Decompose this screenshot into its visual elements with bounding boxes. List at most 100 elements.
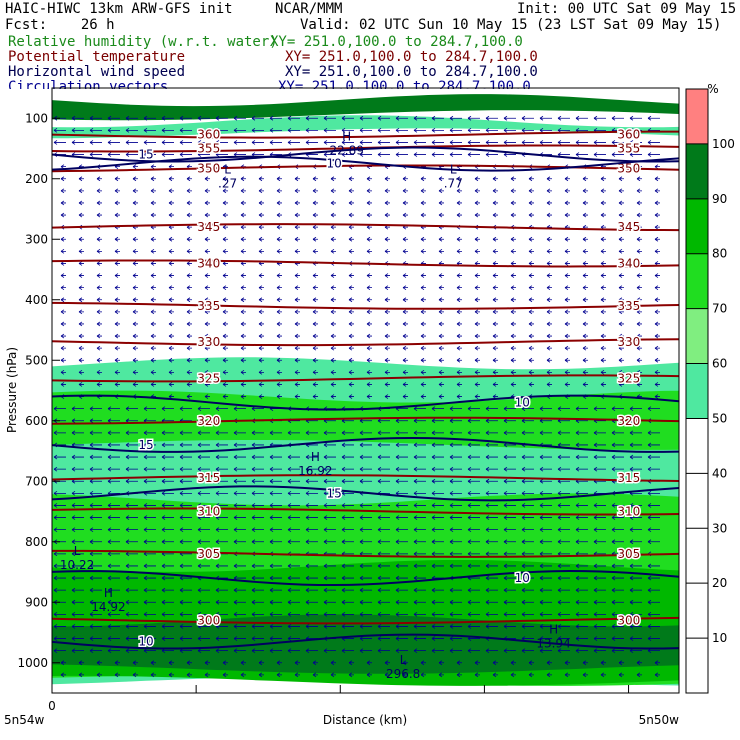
circulation-vector: [215, 454, 228, 460]
circulation-vector: [323, 527, 336, 532]
circulation-vector: [60, 672, 66, 678]
circulation-vector: [269, 454, 282, 460]
circulation-vector: [456, 273, 462, 278]
circulation-vector: [287, 599, 300, 605]
circulation-vector: [89, 624, 102, 629]
circulation-vector: [114, 188, 120, 194]
colorbar-tick-label: 80: [712, 247, 727, 261]
circulation-vector: [143, 575, 156, 581]
circulation-vector: [60, 309, 66, 315]
circulation-vector: [240, 236, 246, 242]
circulation-vector: [539, 612, 552, 617]
circulation-vector: [150, 249, 156, 254]
circulation-vector: [456, 357, 462, 363]
circulation-vector: [474, 285, 480, 290]
circulation-vector: [611, 587, 624, 593]
circulation-vector: [420, 273, 426, 278]
circulation-vector: [215, 430, 228, 436]
circulation-vector: [636, 309, 642, 315]
circulation-vector: [233, 406, 246, 411]
circulation-vector: [312, 672, 318, 678]
circulation-vector: [204, 660, 210, 666]
circulation-vector: [503, 551, 516, 557]
circulation-vector: [312, 176, 318, 182]
circulation-vector: [413, 430, 426, 436]
circulation-vector: [305, 587, 318, 593]
circulation-vector: [413, 406, 426, 411]
circulation-vector: [89, 491, 102, 496]
circulation-vector: [438, 394, 444, 399]
circulation-vector: [636, 297, 642, 303]
circulation-vector: [582, 660, 588, 666]
circulation-vector: [258, 236, 264, 242]
circulation-vector: [114, 285, 120, 290]
circulation-vector: [467, 599, 480, 605]
circulation-vector: [161, 575, 174, 581]
circulation-vector: [269, 527, 282, 532]
circulation-vector: [89, 527, 102, 532]
circulation-vector: [611, 599, 624, 605]
circulation-vector: [251, 478, 264, 484]
circulation-vector: [593, 515, 606, 520]
circulation-vector: [431, 648, 444, 653]
circulation-vector: [294, 309, 300, 315]
circulation-vector: [636, 236, 642, 242]
circulation-vector: [366, 176, 372, 182]
circulation-vector: [420, 345, 426, 351]
circulation-vector: [413, 624, 426, 629]
circulation-vector: [521, 503, 534, 508]
circulation-vector: [251, 599, 264, 605]
circulation-vector: [600, 309, 606, 315]
circulation-vector: [269, 430, 282, 436]
circulation-vector: [467, 466, 480, 472]
circulation-vector: [539, 406, 552, 411]
circulation-vector: [222, 224, 228, 230]
circulation-vector: [276, 188, 282, 194]
circulation-vector: [143, 128, 156, 133]
circulation-vector: [78, 236, 84, 242]
circulation-vector: [89, 140, 102, 145]
circulation-vector: [557, 515, 570, 520]
x-axis-title: Distance (km): [323, 713, 407, 727]
circulation-vector: [179, 563, 192, 569]
circulation-vector: [251, 454, 264, 460]
circulation-vector: [71, 466, 84, 472]
circulation-vector: [420, 370, 426, 375]
circulation-vector: [132, 273, 138, 278]
circulation-vector: [611, 430, 624, 436]
circulation-vector: [125, 575, 138, 581]
circulation-vector: [492, 309, 498, 315]
circulation-vector: [60, 357, 66, 363]
circulation-vector: [132, 249, 138, 254]
circulation-vector: [312, 273, 318, 278]
circulation-vector: [413, 442, 426, 448]
circulation-vector: [557, 587, 570, 593]
circulation-vector: [636, 212, 642, 218]
circulation-vector: [78, 285, 84, 290]
circulation-vector: [413, 612, 426, 617]
extremum-value: .77: [444, 177, 463, 191]
circulation-vector: [654, 249, 660, 254]
circulation-vector: [647, 575, 660, 581]
circulation-vector: [276, 176, 282, 182]
theta-contour: [52, 416, 679, 425]
circulation-vector: [438, 200, 444, 206]
circulation-vector: [395, 454, 408, 460]
circulation-vector: [546, 321, 552, 327]
circulation-vector: [564, 176, 570, 182]
circulation-vector: [125, 515, 138, 520]
circulation-vector: [215, 527, 228, 532]
circulation-vector: [395, 478, 408, 484]
theta-contour-label: 315: [617, 471, 640, 485]
circulation-vector: [384, 249, 390, 254]
circulation-vector: [618, 382, 624, 387]
circulation-vector: [125, 624, 138, 629]
circulation-vector: [618, 297, 624, 303]
circulation-vector: [359, 466, 372, 472]
circulation-vector: [503, 587, 516, 593]
circulation-vector: [611, 563, 624, 569]
circulation-vector: [395, 115, 408, 121]
circulation-vector: [269, 612, 282, 617]
circulation-vector: [395, 587, 408, 593]
